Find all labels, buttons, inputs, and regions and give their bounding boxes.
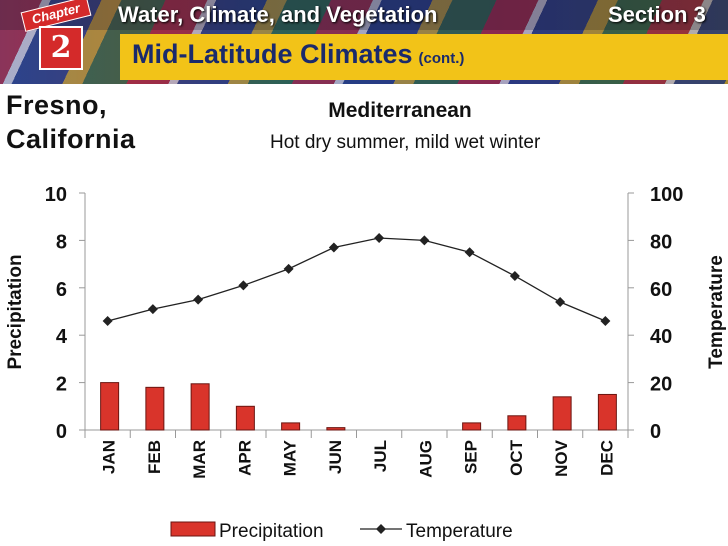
slide-title: Mid-Latitude Climates (cont.) — [132, 39, 464, 70]
temperature-line — [107, 237, 606, 322]
legend-precipitation-label: Precipitation — [219, 521, 324, 542]
y2-tick-label: 40 — [650, 326, 672, 348]
temperature-point — [374, 233, 385, 244]
precipitation-bar — [145, 386, 165, 431]
precipitation-bar — [281, 422, 301, 431]
legend-precipitation-swatch — [170, 521, 216, 537]
x-tick-label: MAR — [190, 440, 209, 479]
x-tick-label: OCT — [507, 439, 526, 476]
precipitation-bar — [326, 427, 346, 431]
chapter-number: 2 — [39, 26, 83, 70]
legend-temperature-label: Temperature — [406, 521, 513, 542]
precipitation-bar — [235, 405, 255, 431]
x-tick-label: APR — [235, 440, 254, 476]
x-tick-label: DEC — [597, 440, 616, 476]
y-tick-label: 0 — [56, 421, 67, 443]
y-tick-label: 4 — [56, 326, 68, 348]
slide-header: Chapter 2 Water, Climate, and Vegetation… — [0, 0, 728, 84]
precipitation-bar — [190, 383, 210, 431]
y2-tick-label: 20 — [650, 374, 672, 396]
y2-axis-title: Temperature — [706, 255, 727, 369]
x-tick-label: JUN — [326, 440, 345, 474]
subject-title: Water, Climate, and Vegetation — [118, 2, 438, 27]
climate-description: Hot dry summer, mild wet winter — [270, 132, 541, 153]
legend-temperature-marker — [376, 524, 386, 534]
slide-title-text: Mid-Latitude Climates — [132, 39, 413, 69]
temperature-point — [283, 263, 294, 274]
x-tick-label: FEB — [145, 440, 164, 474]
y-tick-label: 6 — [56, 279, 67, 301]
slide-title-suffix: (cont.) — [418, 50, 465, 67]
y2-tick-label: 100 — [650, 184, 683, 206]
precipitation-bar — [597, 393, 617, 431]
temperature-point — [102, 315, 113, 326]
x-tick-label: MAY — [281, 439, 300, 476]
precipitation-bar — [100, 382, 120, 431]
city-line-2: California — [6, 124, 136, 154]
x-tick-label: JAN — [100, 440, 119, 474]
precipitation-bar — [552, 396, 572, 431]
x-tick-label: SEP — [462, 440, 481, 474]
climate-type: Mediterranean — [328, 99, 472, 122]
y2-tick-label: 0 — [650, 421, 661, 443]
city-line-1: Fresno, — [6, 90, 108, 120]
x-tick-label: AUG — [416, 440, 435, 478]
precipitation-bar — [462, 422, 482, 431]
temperature-point — [600, 315, 611, 326]
temperature-point — [147, 304, 158, 315]
temperature-point — [193, 294, 204, 305]
temperature-point — [555, 297, 566, 308]
temperature-point — [464, 247, 475, 258]
y-axis-title: Precipitation — [5, 254, 26, 369]
precipitation-bar — [507, 415, 527, 431]
header-top-bar — [0, 0, 728, 30]
title-band — [120, 34, 728, 80]
y-tick-label: 8 — [56, 231, 67, 253]
chapter-badge: Chapter 2 — [6, 0, 106, 70]
x-tick-label: JUL — [371, 440, 390, 472]
city-name: Fresno, California — [6, 88, 136, 156]
temperature-point — [238, 280, 249, 291]
x-tick-label: NOV — [552, 439, 571, 477]
temperature-point — [328, 242, 339, 253]
y-tick-label: 10 — [45, 184, 67, 206]
temperature-point — [509, 270, 520, 281]
y-tick-label: 2 — [56, 374, 67, 396]
y2-tick-label: 60 — [650, 279, 672, 301]
temperature-point — [419, 235, 430, 246]
y2-tick-label: 80 — [650, 231, 672, 253]
section-label: Section 3 — [608, 2, 706, 27]
